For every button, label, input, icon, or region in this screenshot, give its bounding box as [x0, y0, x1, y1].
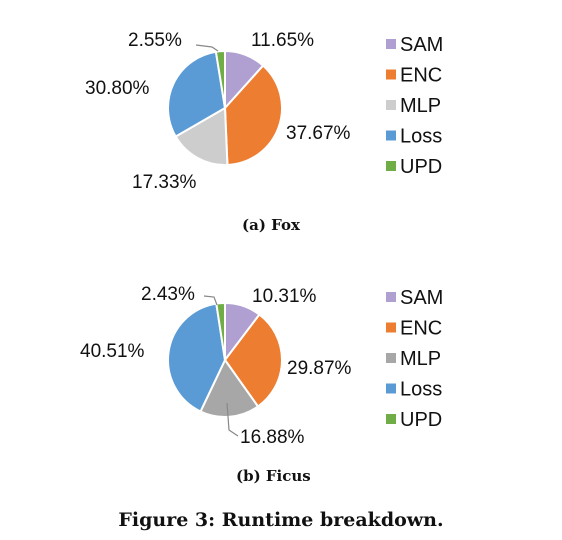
subcaption-fox: (a) Fox: [242, 216, 301, 234]
legend-swatch-sam: [386, 39, 396, 49]
pie-slice-upd: [214, 49, 226, 109]
legend-swatch-enc: [386, 322, 396, 333]
data-label-upd-ficus: 2.43%: [141, 284, 195, 305]
legend-label-enc: ENC: [400, 65, 442, 87]
data-label-upd-fox: 2.55%: [128, 30, 182, 51]
data-label-mlp-ficus: 16.88%: [240, 427, 305, 448]
figure-caption: Figure 3: Runtime breakdown.: [118, 509, 443, 531]
legend-label-mlp: MLP: [400, 348, 441, 370]
legend-swatch-mlp: [386, 353, 396, 363]
leader-line-mlp-ficus: [226, 402, 239, 437]
data-label-mlp-fox: 17.33%: [132, 172, 197, 193]
legend-swatch-loss: [386, 130, 396, 141]
legend-label-mlp: MLP: [400, 95, 441, 117]
pie-slice-enc: [223, 313, 283, 408]
legend-swatch-sam: [386, 292, 396, 302]
legend-swatch-enc: [386, 69, 396, 80]
legend-label-upd: UPD: [400, 409, 442, 431]
legend-label-sam: SAM: [400, 287, 443, 309]
data-label-loss-fox: 30.80%: [85, 78, 150, 99]
pie-slices-ficus: [167, 301, 283, 418]
pie-slice-mlp: [199, 358, 260, 418]
data-label-sam-ficus: 10.31%: [252, 286, 317, 307]
legend-label-loss: Loss: [400, 379, 442, 401]
pie-chart-fox: 2.55% 11.65% 30.80% 37.67% 17.33% SAM ENC…: [85, 30, 443, 234]
data-label-sam-fox: 11.65%: [251, 30, 314, 51]
leader-line-upd-fox: [195, 44, 219, 52]
legend-label-upd: UPD: [400, 156, 442, 178]
data-label-loss-ficus: 40.51%: [80, 341, 145, 362]
data-label-enc-ficus: 29.87%: [287, 358, 352, 379]
pie-slice-loss: [167, 302, 227, 413]
data-label-enc-fox: 37.67%: [286, 123, 351, 144]
legend-ficus: SAM ENC MLP Loss UPD: [386, 287, 443, 431]
legend-fox: SAM ENC MLP Loss UPD: [386, 34, 443, 178]
legend-label-sam: SAM: [400, 34, 443, 56]
legend-label-enc: ENC: [400, 318, 442, 340]
pie-slice-enc: [223, 64, 283, 166]
legend-swatch-upd: [386, 414, 396, 424]
legend-swatch-upd: [386, 161, 396, 171]
legend-swatch-loss: [386, 383, 396, 394]
leader-line-upd-ficus: [203, 295, 218, 306]
pie-slice-loss: [167, 50, 227, 138]
subcaption-ficus: (b) Ficus: [236, 467, 311, 485]
pie-chart-ficus: 2.43% 10.31% 40.51% 29.87% 16.88% SAM ENC…: [80, 284, 443, 485]
legend-label-loss: Loss: [400, 126, 442, 148]
pie-slices-fox: [167, 49, 283, 166]
legend-swatch-mlp: [386, 100, 396, 110]
pie-slice-mlp: [174, 106, 229, 166]
